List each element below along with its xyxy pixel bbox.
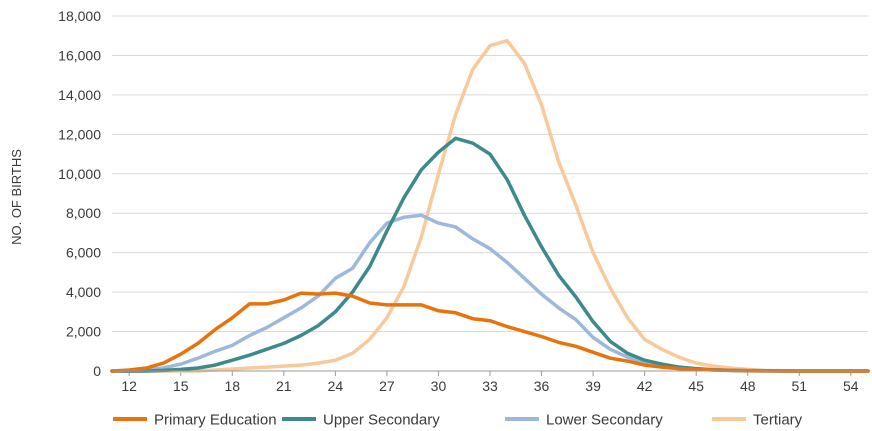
y-tick-label: 0 <box>93 363 101 379</box>
y-tick-label: 2,000 <box>66 324 101 340</box>
y-tick-label: 16,000 <box>58 47 101 63</box>
legend-label-lower-secondary: Lower Secondary <box>546 412 663 429</box>
x-tick-label: 18 <box>224 378 240 394</box>
x-tick-label: 54 <box>843 378 859 394</box>
legend-label-primary-education: Primary Education <box>154 412 277 429</box>
y-tick-label: 14,000 <box>58 87 101 103</box>
y-tick-labels: 0 2,000 4,000 6,000 8,000 10,000 12,000 14,000 1… <box>58 8 101 379</box>
x-tick-label: 48 <box>740 378 756 394</box>
y-tick-label: 6,000 <box>66 245 101 261</box>
x-tick-labels: 12 15 18 21 24 27 30 33 36 39 42 45 48 51 54 <box>121 371 859 394</box>
legend-label-upper-secondary: Upper Secondary <box>323 412 440 429</box>
y-tick-label: 8,000 <box>66 205 101 221</box>
x-tick-label: 51 <box>791 378 807 394</box>
x-tick-label: 24 <box>328 378 344 394</box>
y-axis-title: NO. OF BIRTHS <box>9 149 24 245</box>
y-tick-label: 4,000 <box>66 284 101 300</box>
x-tick-label: 27 <box>379 378 395 394</box>
x-tick-label: 39 <box>585 378 601 394</box>
legend-label-tertiary: Tertiary <box>753 412 803 429</box>
x-tick-label: 45 <box>688 378 704 394</box>
y-tick-label: 18,000 <box>58 8 101 24</box>
x-tick-label: 21 <box>276 378 292 394</box>
y-gridlines <box>112 15 868 333</box>
x-tick-label: 42 <box>637 378 653 394</box>
x-tick-label: 33 <box>482 378 498 394</box>
x-tick-label: 30 <box>431 378 447 394</box>
series-line-upper-secondary <box>110 136 870 373</box>
x-tick-label: 12 <box>121 378 137 394</box>
x-tick-label: 36 <box>534 378 550 394</box>
series-lines <box>110 38 870 373</box>
y-tick-label: 10,000 <box>58 166 101 182</box>
y-tick-label: 12,000 <box>58 126 101 142</box>
series-line-lower-secondary <box>110 213 870 373</box>
x-tick-label: 15 <box>173 378 189 394</box>
legend: Primary Education Upper Secondary Lower Se… <box>113 412 803 429</box>
